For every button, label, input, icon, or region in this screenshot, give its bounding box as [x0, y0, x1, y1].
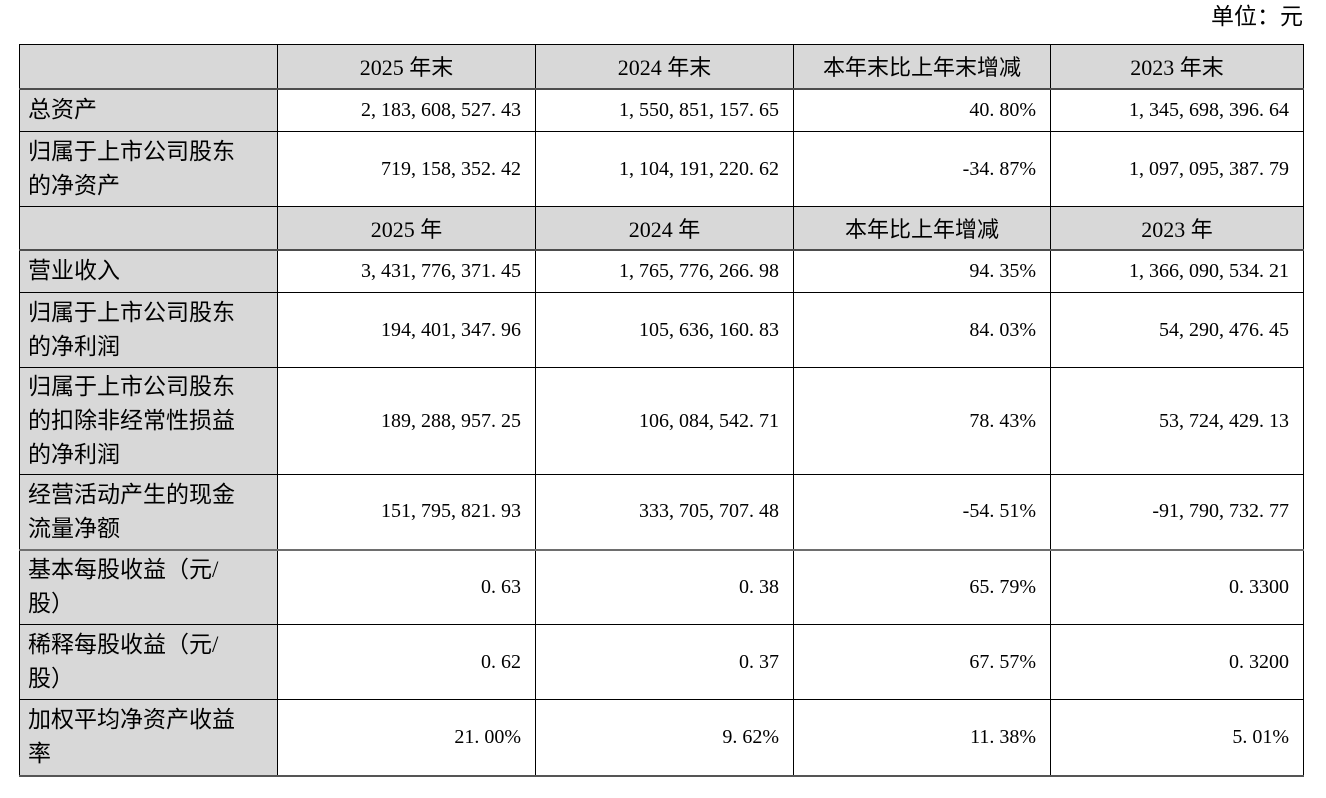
row-label-cell: 加权平均净资产收益 率	[19, 699, 278, 777]
row-label-cell: 经营活动产生的现金 流量净额	[19, 474, 278, 551]
column-header-cell: 2024 年末	[535, 44, 794, 90]
column-header-cell: 2024 年	[535, 206, 794, 251]
value-cell: 1, 104, 191, 220. 62	[535, 131, 794, 207]
column-header-cell: 本年比上年增减	[793, 206, 1051, 251]
row-label-cell: 基本每股收益（元/ 股）	[19, 549, 278, 625]
value-cell: 0. 62	[277, 624, 536, 700]
value-cell: 1, 765, 776, 266. 98	[535, 249, 794, 293]
column-header-cell: 2023 年末	[1050, 44, 1304, 90]
value-cell: 333, 705, 707. 48	[535, 474, 794, 551]
value-cell: 94. 35%	[793, 249, 1051, 293]
value-cell: 1, 366, 090, 534. 21	[1050, 249, 1304, 293]
table-row: 归属于上市公司股东 的扣除非经常性损益 的净利润 189, 288, 957. 2…	[19, 367, 1304, 475]
table-header-row: 2025 年末 2024 年末 本年末比上年末增减 2023 年末	[19, 44, 1304, 90]
table-row: 经营活动产生的现金 流量净额 151, 795, 821. 93 333, 705,…	[19, 474, 1304, 551]
value-cell: 40. 80%	[793, 88, 1051, 132]
value-cell: 0. 38	[535, 549, 794, 625]
table-row: 加权平均净资产收益 率 21. 00% 9. 62% 11. 38% 5. 01%	[19, 699, 1304, 777]
value-cell: 9. 62%	[535, 699, 794, 777]
value-cell: 11. 38%	[793, 699, 1051, 777]
table-header-row: 2025 年 2024 年本年比上年增减 2023 年	[19, 206, 1304, 251]
value-cell: 21. 00%	[277, 699, 536, 777]
header-corner-cell	[19, 206, 278, 251]
row-label-cell: 归属于上市公司股东 的扣除非经常性损益 的净利润	[19, 367, 278, 475]
table-row: 基本每股收益（元/ 股） 0. 63 0. 38 65. 79% 0. 3300	[19, 549, 1304, 625]
row-label-cell: 归属于上市公司股东 的净资产	[19, 131, 278, 207]
value-cell: -91, 790, 732. 77	[1050, 474, 1304, 551]
value-cell: 194, 401, 347. 96	[277, 292, 536, 368]
value-cell: 78. 43%	[793, 367, 1051, 475]
table-row: 归属于上市公司股东 的净资产 719, 158, 352. 42 1, 104, 1…	[19, 131, 1304, 207]
value-cell: 0. 3200	[1050, 624, 1304, 700]
value-cell: 54, 290, 476. 45	[1050, 292, 1304, 368]
table-row: 总资产 2, 183, 608, 527. 43 1, 550, 851, 157.…	[19, 88, 1304, 132]
value-cell: 105, 636, 160. 83	[535, 292, 794, 368]
value-cell: 106, 084, 542. 71	[535, 367, 794, 475]
row-label-cell: 总资产	[19, 88, 278, 132]
row-label-cell: 归属于上市公司股东 的净利润	[19, 292, 278, 368]
value-cell: 1, 550, 851, 157. 65	[535, 88, 794, 132]
header-corner-cell	[19, 44, 278, 90]
row-label-cell: 稀释每股收益（元/ 股）	[19, 624, 278, 700]
value-cell: 189, 288, 957. 25	[277, 367, 536, 475]
value-cell: 1, 345, 698, 396. 64	[1050, 88, 1304, 132]
table-row: 营业收入 3, 431, 776, 371. 45 1, 765, 776, 266…	[19, 249, 1304, 293]
table-row: 稀释每股收益（元/ 股） 0. 62 0. 37 67. 57% 0. 3200	[19, 624, 1304, 700]
value-cell: -34. 87%	[793, 131, 1051, 207]
value-cell: 67. 57%	[793, 624, 1051, 700]
value-cell: 53, 724, 429. 13	[1050, 367, 1304, 475]
value-cell: 2, 183, 608, 527. 43	[277, 88, 536, 132]
column-header-cell: 本年末比上年末增减	[793, 44, 1051, 90]
value-cell: 0. 37	[535, 624, 794, 700]
value-cell: 1, 097, 095, 387. 79	[1050, 131, 1304, 207]
value-cell: 0. 3300	[1050, 549, 1304, 625]
column-header-cell: 2025 年末	[277, 44, 536, 90]
key-financials-table: 2025 年末 2024 年末 本年末比上年末增减 2023 年末 总资产 2, 183,…	[19, 44, 1304, 777]
key-financials-table-body: 2025 年末 2024 年末 本年末比上年末增减 2023 年末 总资产 2, 183,…	[19, 44, 1304, 777]
value-cell: 65. 79%	[793, 549, 1051, 625]
row-label-cell: 营业收入	[19, 249, 278, 293]
unit-label: 单位：元	[1211, 4, 1303, 29]
column-header-cell: 2023 年	[1050, 206, 1304, 251]
table-row: 归属于上市公司股东 的净利润 194, 401, 347. 96 105, 636,…	[19, 292, 1304, 368]
value-cell: 719, 158, 352. 42	[277, 131, 536, 207]
column-header-cell: 2025 年	[277, 206, 536, 251]
value-cell: 5. 01%	[1050, 699, 1304, 777]
value-cell: 0. 63	[277, 549, 536, 625]
value-cell: -54. 51%	[793, 474, 1051, 551]
value-cell: 3, 431, 776, 371. 45	[277, 249, 536, 293]
value-cell: 151, 795, 821. 93	[277, 474, 536, 551]
value-cell: 84. 03%	[793, 292, 1051, 368]
